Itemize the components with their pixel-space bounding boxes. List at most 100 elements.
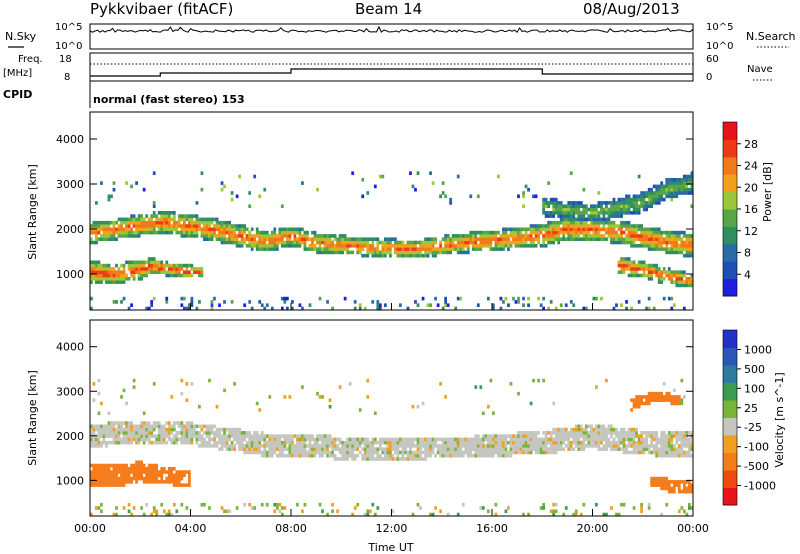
range-cell bbox=[328, 404, 332, 409]
range-cell bbox=[135, 470, 138, 474]
range-cell bbox=[90, 267, 93, 271]
range-cell bbox=[652, 437, 656, 442]
range-cell bbox=[672, 480, 676, 484]
range-cell bbox=[110, 237, 113, 241]
range-cell bbox=[469, 437, 473, 442]
range-cell bbox=[589, 217, 593, 222]
range-cell bbox=[459, 250, 463, 255]
range-cell bbox=[97, 444, 101, 448]
range-cell bbox=[672, 398, 676, 402]
range-cell bbox=[296, 502, 299, 507]
range-cell bbox=[464, 240, 468, 245]
range-cell bbox=[607, 431, 611, 435]
range-cell bbox=[454, 440, 458, 445]
range-cell bbox=[298, 444, 302, 448]
x-tick-label: 00:00 bbox=[74, 522, 106, 535]
range-cell bbox=[672, 447, 676, 451]
range-cell bbox=[627, 257, 631, 261]
range-cell bbox=[142, 470, 146, 474]
range-cell bbox=[517, 300, 520, 304]
range-cell bbox=[353, 300, 357, 304]
range-cell bbox=[225, 240, 229, 245]
range-cell bbox=[346, 444, 350, 448]
range-cell bbox=[316, 437, 319, 442]
range-cell bbox=[90, 480, 93, 484]
range-cell bbox=[647, 398, 651, 402]
range-cell bbox=[376, 244, 380, 248]
range-cell bbox=[690, 277, 694, 281]
range-cell bbox=[677, 184, 681, 189]
range-cell bbox=[165, 217, 169, 222]
range-cell bbox=[662, 483, 666, 487]
range-cell bbox=[469, 234, 473, 238]
range-cell bbox=[564, 434, 568, 438]
range-cell bbox=[665, 191, 669, 195]
range-cell bbox=[650, 395, 654, 399]
range-cell bbox=[245, 447, 249, 451]
range-cell bbox=[572, 512, 576, 517]
range-cell bbox=[512, 237, 515, 241]
range-cell bbox=[160, 211, 164, 215]
range-cell bbox=[399, 244, 402, 248]
range-cell bbox=[140, 434, 144, 438]
range-cell bbox=[165, 263, 169, 268]
range-cell bbox=[559, 303, 563, 307]
range-cell bbox=[120, 480, 123, 484]
range-cell bbox=[436, 247, 440, 251]
range-cell bbox=[376, 240, 380, 245]
range-cell bbox=[135, 181, 138, 185]
range-cell bbox=[157, 220, 161, 225]
range-cell bbox=[552, 431, 556, 435]
range-cell bbox=[597, 444, 601, 448]
range-cell bbox=[245, 237, 249, 241]
range-cell bbox=[285, 453, 289, 458]
range-cell bbox=[589, 424, 593, 429]
range-cell bbox=[132, 434, 136, 438]
range-cell bbox=[600, 211, 603, 215]
range-cell bbox=[665, 273, 669, 278]
range-cell bbox=[509, 453, 513, 458]
range-cell bbox=[308, 444, 312, 448]
range-cell bbox=[569, 227, 573, 232]
range-cell bbox=[205, 217, 209, 222]
range-cell bbox=[248, 240, 252, 245]
range-cell bbox=[107, 467, 111, 471]
range-cell bbox=[318, 447, 322, 451]
range-cell bbox=[115, 506, 118, 510]
range-cell bbox=[147, 427, 151, 432]
range-cell bbox=[552, 224, 556, 228]
range-cell bbox=[647, 431, 651, 435]
range-cell bbox=[605, 201, 608, 205]
range-cell bbox=[527, 434, 530, 438]
range-cell bbox=[140, 273, 144, 278]
range-cell bbox=[577, 237, 581, 241]
range-cell bbox=[167, 421, 171, 425]
range-cell bbox=[394, 247, 397, 251]
range-cell bbox=[127, 480, 131, 484]
range-cell bbox=[610, 211, 613, 215]
range-cell bbox=[605, 207, 608, 212]
range-cell bbox=[502, 230, 505, 235]
range-cell bbox=[502, 453, 505, 458]
range-cell bbox=[296, 244, 299, 248]
range-cell bbox=[685, 453, 689, 458]
range-cell bbox=[132, 270, 136, 274]
range-cell bbox=[655, 197, 659, 202]
range-cell bbox=[484, 244, 488, 248]
range-cell bbox=[165, 273, 169, 278]
range-cell bbox=[386, 244, 390, 248]
range-cell bbox=[647, 240, 651, 245]
range-cell bbox=[170, 437, 174, 442]
range-cell bbox=[411, 450, 415, 455]
range-cell bbox=[630, 437, 633, 442]
range-cell bbox=[371, 300, 375, 304]
range-cell bbox=[632, 234, 636, 238]
range-cell bbox=[632, 267, 636, 271]
range-cell bbox=[597, 434, 601, 438]
range-cell bbox=[655, 244, 659, 248]
range-cell bbox=[572, 427, 576, 432]
range-cell bbox=[167, 424, 171, 429]
range-cell bbox=[273, 234, 277, 238]
range-cell bbox=[162, 470, 166, 474]
range-cell bbox=[283, 296, 287, 301]
